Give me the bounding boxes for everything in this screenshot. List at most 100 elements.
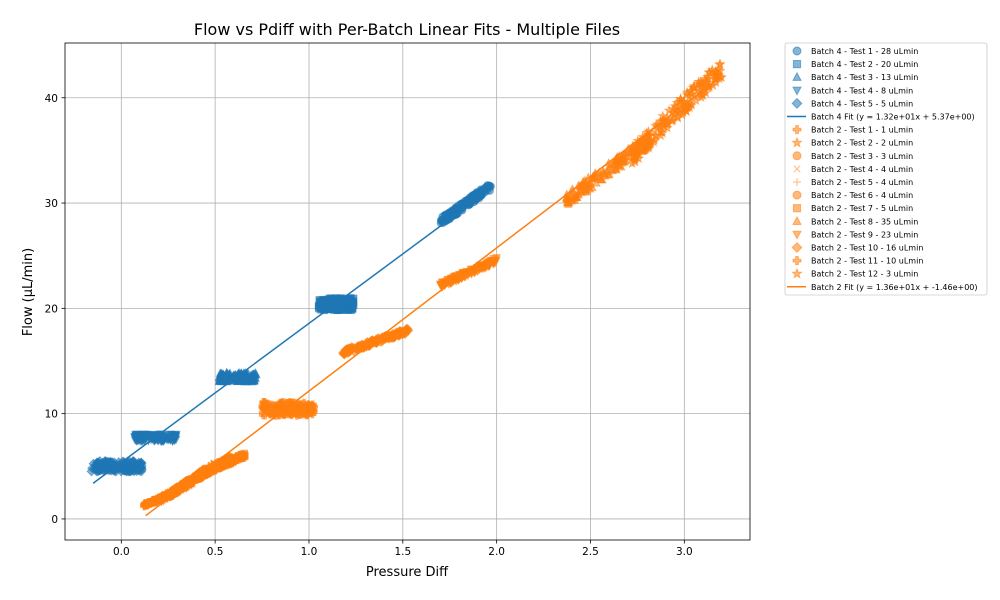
data-point — [259, 404, 268, 413]
fit-lines — [92, 78, 719, 517]
data-point — [655, 124, 667, 136]
x-axis-ticks: 0.0 0.5 1.0 1.5 2.0 2.5 3.0 — [113, 540, 693, 558]
legend-label: Batch 2 - Test 4 - 4 uLmin — [811, 165, 913, 174]
scatter-points — [86, 58, 727, 511]
data-point — [317, 300, 326, 308]
legend-label: Batch 2 - Test 10 - 16 uLmin — [811, 244, 923, 253]
data-point — [669, 108, 681, 119]
data-point — [130, 461, 141, 472]
data-point — [249, 376, 259, 385]
legend-marker — [792, 71, 802, 81]
data-point — [714, 64, 726, 76]
series-16 — [258, 397, 319, 420]
legend-item: Batch 2 - Test 2 - 2 uLmin — [791, 136, 913, 148]
data-point — [119, 465, 130, 476]
legend-item: Batch 2 - Test 1 - 1 uLmin — [792, 125, 913, 135]
legend-box — [784, 42, 988, 296]
legend-item: Batch 4 - Test 1 - 28 uLmin — [792, 46, 918, 56]
data-point — [293, 409, 302, 418]
data-point — [675, 93, 687, 104]
legend-label: Batch 4 - Test 2 - 20 uLmin — [811, 60, 918, 69]
data-point — [489, 257, 499, 266]
legend-marker — [792, 190, 802, 200]
fit-line-batch2 — [145, 78, 719, 517]
y-tick-label: 20 — [45, 303, 58, 315]
legend-item: Batch 2 - Test 5 - 4 uLmin — [793, 178, 913, 187]
x-axis-label: Pressure Diff — [366, 565, 449, 580]
legend-label: Batch 4 - Test 5 - 5 uLmin — [811, 99, 913, 108]
y-axis-label: Flow (µL/min) — [21, 248, 36, 336]
data-point — [170, 431, 180, 440]
data-point — [221, 371, 231, 380]
y-tick-label: 40 — [45, 93, 58, 105]
data-point — [350, 343, 361, 354]
legend-item: Batch 2 - Test 3 - 3 uLmin — [792, 151, 913, 161]
data-point — [441, 210, 450, 219]
legend-label: Batch 4 - Test 4 - 8 uLmin — [811, 86, 913, 95]
legend-item: Batch 4 Fit (y = 1.32e+01x + 5.37e+00) — [787, 113, 975, 122]
data-point — [348, 305, 357, 313]
legend-marker — [791, 267, 803, 279]
data-point — [138, 434, 148, 443]
series-1 — [314, 294, 358, 315]
data-point — [384, 332, 395, 343]
data-point — [702, 72, 714, 84]
data-point — [641, 137, 653, 149]
legend: Batch 4 - Test 1 - 28 uLmin Batch 4 - Tes… — [784, 42, 988, 296]
x-tick-label: 1.5 — [394, 546, 411, 558]
legend-label: Batch 2 - Test 5 - 4 uLmin — [811, 178, 913, 187]
legend-item: Batch 2 Fit (y = 1.36e+01x + -1.46e+00) — [787, 283, 978, 292]
data-point — [567, 191, 577, 200]
legend-label: Batch 2 - Test 1 - 1 uLmin — [811, 126, 913, 135]
data-point — [581, 184, 591, 194]
x-tick-label: 3.0 — [676, 546, 693, 558]
data-point — [636, 137, 648, 148]
legend-label: Batch 2 - Test 7 - 5 uLmin — [811, 204, 913, 213]
data-point — [686, 88, 698, 99]
legend-item: Batch 2 - Test 9 - 23 uLmin — [792, 230, 918, 240]
legend-item: Batch 4 - Test 5 - 5 uLmin — [791, 97, 913, 109]
data-point — [608, 165, 618, 175]
data-point — [342, 343, 353, 354]
legend-label: Batch 2 - Test 3 - 3 uLmin — [811, 152, 913, 161]
data-point — [275, 407, 284, 416]
data-point — [231, 456, 239, 465]
data-point — [616, 162, 626, 171]
data-point — [713, 72, 725, 84]
x-tick-label: 2.0 — [488, 546, 505, 558]
plot-frame — [64, 42, 751, 541]
legend-marker — [792, 86, 802, 96]
series-0 — [436, 181, 495, 228]
legend-item: Batch 2 - Test 12 - 3 uLmin — [791, 267, 918, 279]
series-2 — [214, 367, 261, 386]
data-point — [632, 144, 644, 156]
legend-label: Batch 4 - Test 1 - 28 uLmin — [811, 47, 918, 56]
legend-marker — [792, 256, 802, 266]
data-point — [581, 177, 591, 187]
legend-label: Batch 2 - Test 6 - 4 uLmin — [811, 191, 913, 200]
data-point — [341, 305, 349, 314]
legend-label: Batch 4 - Test 3 - 13 uLmin — [811, 73, 918, 82]
chart-title: Flow vs Pdiff with Per-Batch Linear Fits… — [194, 20, 620, 39]
legend-marker — [792, 215, 802, 225]
data-point — [304, 404, 314, 414]
legend-label: Batch 2 - Test 11 - 10 uLmin — [811, 257, 923, 266]
legend-label: Batch 2 Fit (y = 1.36e+01x + -1.46e+00) — [811, 283, 978, 292]
data-point — [672, 112, 684, 123]
legend-marker — [791, 241, 803, 254]
legend-marker — [792, 204, 802, 213]
data-point — [241, 370, 251, 380]
data-point — [94, 456, 105, 467]
data-point — [696, 79, 708, 91]
data-point — [686, 99, 698, 110]
legend-marker — [793, 165, 801, 173]
data-point — [218, 376, 228, 386]
legend-marker — [791, 136, 803, 148]
data-point — [224, 458, 233, 466]
y-tick-label: 30 — [45, 198, 58, 210]
data-point — [649, 130, 661, 141]
legend-marker — [792, 46, 802, 56]
legend-label: Batch 2 - Test 2 - 2 uLmin — [811, 139, 913, 148]
series-4 — [86, 456, 147, 477]
